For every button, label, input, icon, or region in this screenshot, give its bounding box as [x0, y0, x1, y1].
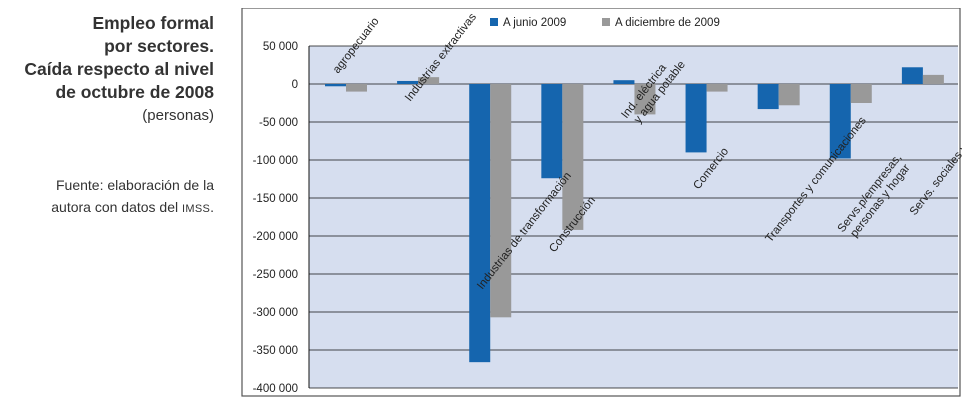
bar-diciembre-2009 — [634, 84, 656, 115]
y-tick-label: -150 000 — [253, 193, 298, 205]
legend-swatch-diciembre — [602, 18, 610, 26]
side-panel: Empleo formal por sectores. Caída respec… — [0, 0, 222, 404]
title-line-3: Caída respecto al nivel — [24, 59, 214, 79]
bar-junio-2009 — [685, 84, 707, 153]
bar-junio-2009 — [829, 84, 851, 159]
y-tick-label: 50 000 — [263, 41, 298, 53]
bar-diciembre-2009 — [346, 84, 367, 92]
source-prefix: autora con datos del — [51, 199, 183, 215]
legend-label-junio: A junio 2009 — [503, 17, 566, 29]
bar-junio-2009 — [757, 84, 779, 110]
legend-label-diciembre: A diciembre de 2009 — [615, 17, 720, 29]
y-tick-label: -400 000 — [253, 383, 298, 395]
bar-diciembre-2009 — [706, 84, 728, 92]
bar-diciembre-2009 — [850, 84, 872, 103]
bar-junio-2009 — [901, 67, 923, 84]
bar-junio-2009 — [397, 80, 419, 84]
y-tick-label: -300 000 — [253, 307, 298, 319]
y-tick-label: -250 000 — [253, 269, 298, 281]
legend-swatch-junio — [490, 18, 498, 26]
title-line-4: de octubre de 2008 — [55, 82, 214, 102]
y-tick-label: -100 000 — [253, 155, 298, 167]
source-line-1: Fuente: elaboración de la — [56, 177, 214, 193]
title-line-2: por sectores. — [104, 36, 214, 56]
y-tick-label: 0 — [292, 79, 298, 91]
units-label: (personas) — [142, 107, 214, 124]
bar-diciembre-2009 — [778, 84, 800, 106]
bar-junio-2009 — [541, 84, 563, 179]
title-line-1: Empleo formal — [92, 13, 214, 33]
source-org: IMSS — [182, 203, 211, 215]
bar-diciembre-2009 — [490, 84, 512, 318]
y-tick-label: -350 000 — [253, 345, 298, 357]
source-note: Fuente: elaboración de la autora con dat… — [0, 174, 214, 220]
bar-junio-2009 — [325, 84, 346, 87]
bar-diciembre-2009 — [922, 74, 944, 84]
bar-diciembre-2009 — [418, 77, 440, 84]
bar-junio-2009 — [613, 80, 635, 84]
chart-title: Empleo formal por sectores. Caída respec… — [0, 12, 214, 127]
y-tick-label: -200 000 — [253, 231, 298, 243]
source-suffix: . — [210, 199, 214, 215]
source-line-2: autora con datos del IMSS. — [0, 196, 214, 220]
y-tick-label: -50 000 — [259, 117, 298, 129]
bar-diciembre-2009 — [562, 84, 584, 230]
bar-junio-2009 — [469, 84, 491, 363]
bar-chart: 50 000 0 -50 000 -100 000 -150 000 -200 000 -2… — [241, 8, 962, 397]
